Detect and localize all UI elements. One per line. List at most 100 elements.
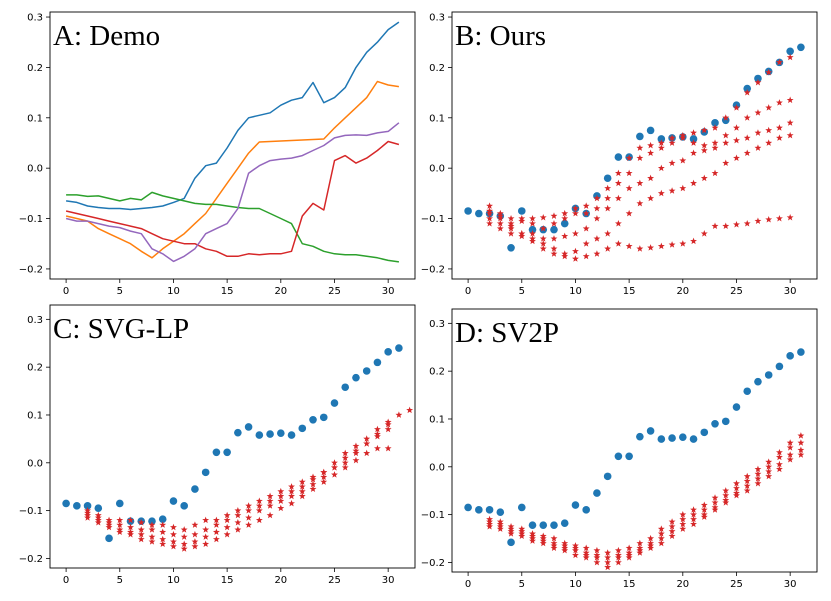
prediction-star-5 [668, 241, 676, 248]
prediction-star-4 [496, 214, 504, 222]
prediction-star-4 [234, 526, 242, 533]
prediction-star-2 [604, 554, 612, 561]
ground-truth-point [732, 403, 741, 411]
prediction-star-1 [636, 144, 644, 151]
y-tick-label: −0.2 [421, 264, 445, 275]
prediction-star-4 [384, 444, 392, 452]
prediction-star-4 [776, 134, 783, 141]
prediction-star-2 [647, 149, 655, 156]
prediction-star-2 [776, 99, 783, 106]
prediction-star-1 [406, 406, 414, 414]
prediction-star-4 [572, 551, 579, 559]
prediction-star-4 [722, 499, 730, 506]
prediction-star-3 [765, 467, 773, 475]
x-tick-label: 5 [519, 286, 525, 297]
prediction-star-1 [277, 487, 285, 495]
prediction-star-1 [786, 439, 794, 446]
ground-truth-point [593, 489, 601, 497]
prediction-star-1 [593, 546, 601, 554]
ground-truth-point [743, 84, 752, 93]
ground-truth-point [373, 358, 382, 367]
ground-truth-point [287, 431, 296, 439]
prediction-star-2 [786, 444, 794, 451]
prediction-star-1 [700, 501, 708, 508]
y-tick-label: 0.3 [27, 13, 43, 24]
prediction-star-3 [529, 230, 536, 237]
prediction-star-1 [614, 169, 622, 177]
ground-truth-point [62, 499, 70, 508]
prediction-star-1 [690, 129, 697, 136]
x-tick-label: 30 [784, 286, 797, 297]
prediction-star-3 [786, 119, 794, 126]
prediction-star-3 [341, 454, 349, 461]
prediction-star-4 [159, 540, 167, 547]
prediction-star-1 [191, 521, 199, 528]
prediction-star-4 [636, 549, 644, 556]
prediction-star-4 [266, 511, 274, 519]
y-tick-label: 0.0 [429, 164, 445, 175]
prediction-star-1 [180, 526, 188, 533]
prediction-star-4 [539, 245, 547, 252]
ground-truth-point [148, 517, 156, 525]
prediction-star-1 [765, 458, 773, 465]
panel-3: 0 5 10 15 20 25 30 −0.2 −0.1 0.0 0.1 0.2 0.3 C: SVG-L… [19, 304, 416, 586]
ground-truth-point [464, 503, 472, 512]
ground-truth-point [711, 119, 719, 127]
prediction-star-1 [572, 204, 579, 212]
prediction-star-4 [137, 535, 145, 543]
prediction-star-1 [679, 511, 687, 518]
prediction-star-5 [550, 245, 558, 252]
prediction-star-1 [395, 411, 403, 418]
prediction-star-2 [529, 219, 536, 227]
prediction-star-1 [352, 449, 360, 457]
ground-truth-point [625, 452, 633, 461]
ground-truth-point [721, 417, 730, 426]
prediction-star-1 [636, 539, 644, 547]
prediction-star-2 [657, 144, 665, 151]
ground-truth-point [158, 515, 167, 524]
panel-title: D: SV2P [455, 317, 559, 349]
prediction-star-3 [159, 535, 167, 543]
x-tick-label: 5 [117, 286, 123, 297]
prediction-star-2 [127, 523, 134, 531]
x-tick-label: 15 [221, 286, 234, 297]
prediction-star-3 [384, 425, 392, 433]
prediction-star-4 [593, 235, 601, 242]
ground-truth-point [636, 432, 644, 441]
prediction-star-3 [363, 440, 371, 447]
y-tick-label: −0.1 [19, 506, 43, 517]
series-line-red [65, 140, 400, 258]
prediction-star-4 [711, 506, 719, 513]
y-tick-label: 0.2 [27, 63, 43, 74]
prediction-star-2 [679, 515, 687, 523]
prediction-star-2 [288, 487, 295, 495]
prediction-star-2 [700, 506, 708, 513]
prediction-star-2 [700, 141, 708, 149]
prediction-star-2 [298, 483, 306, 490]
prediction-star-5 [690, 237, 697, 245]
prediction-star-4 [191, 542, 199, 550]
prediction-star-1 [776, 58, 783, 66]
ground-truth-point [689, 435, 698, 443]
y-tick-label: 0.2 [429, 63, 445, 74]
prediction-star-3 [657, 534, 665, 542]
prediction-star-2 [384, 418, 392, 426]
ground-truth-point [234, 428, 242, 437]
prediction-star-5 [529, 235, 536, 242]
prediction-star-5 [754, 217, 762, 224]
ground-truth-point [614, 153, 623, 161]
prediction-star-5 [765, 215, 773, 223]
prediction-star-3 [191, 538, 199, 545]
y-tick-label: 0.3 [429, 13, 445, 24]
x-tick-label: 30 [382, 575, 395, 586]
prediction-star-3 [614, 554, 622, 561]
prediction-star-1 [754, 78, 762, 86]
prediction-star-3 [679, 520, 687, 528]
prediction-star-3 [776, 460, 783, 468]
x-tick-label: 15 [221, 575, 234, 586]
prediction-star-4 [786, 456, 794, 463]
prediction-star-5 [722, 222, 730, 230]
prediction-star-4 [668, 187, 676, 194]
prediction-star-2 [582, 209, 590, 217]
ground-truth-point [657, 435, 666, 443]
